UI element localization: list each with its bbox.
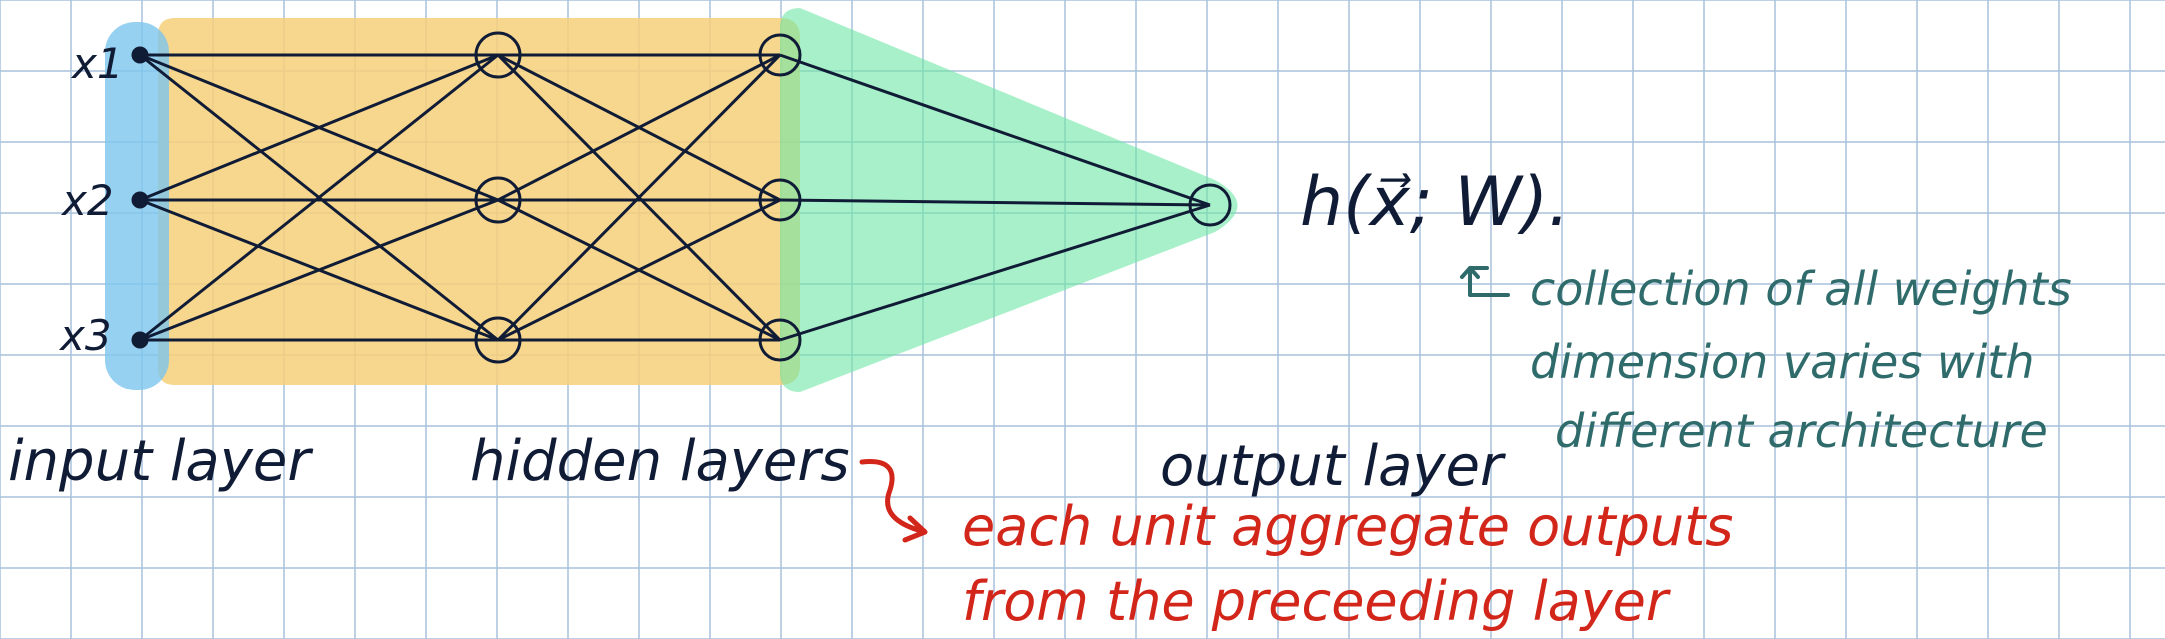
connection-line (139, 53, 499, 342)
connection-line (779, 198, 1211, 207)
input-x3-label: x3 (58, 311, 112, 360)
aggregate-note-line-2: from the preceeding layer (962, 570, 1671, 633)
input-x2-label: x2 (60, 176, 114, 225)
return-arrow-icon (1460, 266, 1510, 297)
connection-line (497, 198, 781, 342)
connection-line (779, 203, 1211, 342)
connection-line (497, 53, 781, 202)
weights-note-line-3: different architecture (1555, 404, 2048, 458)
hidden-unit-b3 (758, 318, 802, 362)
connection-line (139, 198, 499, 342)
input-unit-3 (131, 331, 149, 349)
curved-arrow-icon (859, 459, 928, 543)
connection-line (779, 53, 1211, 207)
input-layer-label: input layer (8, 429, 313, 494)
hidden-unit-a1 (474, 31, 522, 79)
input-unit-1 (131, 46, 149, 64)
hidden-unit-a2 (474, 176, 522, 224)
output-region (780, 8, 1238, 392)
function-label: h(x⃗; W). (1300, 163, 1570, 242)
output-unit (1188, 183, 1232, 227)
hidden-layers-label: hidden layers (470, 429, 850, 494)
input-unit-2 (131, 191, 149, 209)
aggregate-note-line-1: each unit aggregate outputs (962, 495, 1733, 558)
hidden-unit-b2 (758, 178, 802, 222)
output-layer-label: output layer (1160, 434, 1506, 499)
connection-line (496, 53, 782, 342)
units (131, 31, 1232, 364)
weights-note-line-2: dimension varies with (1530, 335, 2035, 389)
input-x1-label: x1 (70, 39, 124, 88)
weights-note-line-1: collection of all weights (1530, 262, 2072, 316)
connections (139, 53, 1211, 342)
hidden-unit-b1 (758, 33, 802, 77)
connection-line (139, 53, 499, 202)
hidden-unit-a3 (474, 316, 522, 364)
